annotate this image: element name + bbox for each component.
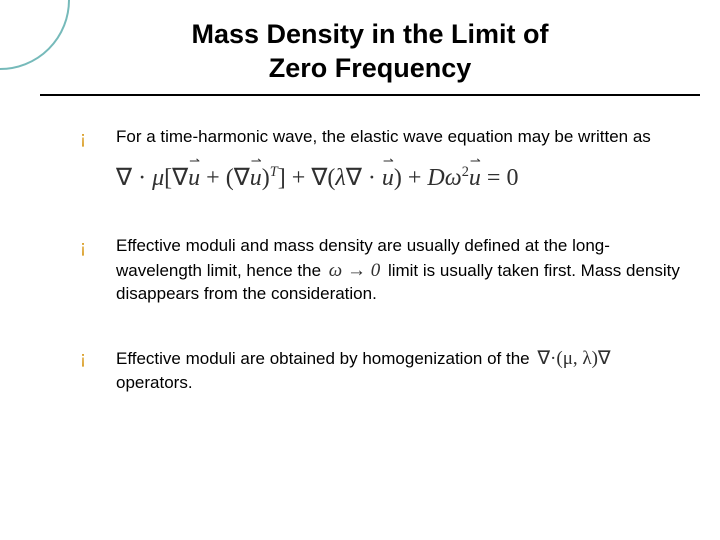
bullet-list: For a time-harmonic wave, the elastic wa… bbox=[60, 126, 680, 395]
eq-nabla2: ∇ bbox=[172, 165, 188, 191]
eq-mu: μ bbox=[152, 165, 164, 191]
slide: Mass Density in the Limit of Zero Freque… bbox=[0, 0, 720, 540]
title-line-2: Zero Frequency bbox=[269, 53, 472, 83]
eq-u-vec3: ⇀u bbox=[382, 162, 394, 194]
bullet-text-3b: operators. bbox=[116, 373, 193, 392]
bullet-text-3a: Effective moduli are obtained by homogen… bbox=[116, 349, 534, 368]
eq-rbracket: ] bbox=[278, 165, 286, 191]
eq-rpar2: ) bbox=[394, 165, 402, 191]
eq-u-vec4: ⇀u bbox=[469, 162, 481, 194]
bullet-item-1: For a time-harmonic wave, the elastic wa… bbox=[80, 126, 680, 195]
elastic-wave-equation: ∇ · μ[∇⇀u + (∇⇀u)T] + ∇(λ∇ · ⇀u) + Dω2⇀u… bbox=[116, 162, 680, 194]
decorative-circle bbox=[0, 0, 70, 70]
eq-plus2: + bbox=[292, 165, 306, 191]
bullet-item-3: Effective moduli are obtained by homogen… bbox=[80, 346, 680, 395]
eq-zero: = 0 bbox=[487, 165, 519, 191]
omega-limit-inline: ω → 0 bbox=[326, 260, 383, 281]
eq-lpar: ( bbox=[226, 165, 234, 191]
eq-nabla5: ∇ bbox=[346, 165, 362, 191]
eq-plus: + bbox=[206, 165, 220, 191]
slide-title: Mass Density in the Limit of Zero Freque… bbox=[91, 18, 649, 86]
eq-omega-limit: ω → 0 bbox=[329, 260, 380, 281]
operator-inline: ∇·(μ, λ)∇ bbox=[534, 348, 613, 369]
title-line-1: Mass Density in the Limit of bbox=[191, 19, 548, 49]
bullet-item-2: Effective moduli and mass density are us… bbox=[80, 235, 680, 307]
eq-u-vec: ⇀u bbox=[188, 162, 200, 194]
eq-nabla4: ∇ bbox=[311, 165, 327, 191]
eq-T: T bbox=[270, 164, 278, 180]
eq-sq: 2 bbox=[462, 164, 469, 180]
bullet-text-1: For a time-harmonic wave, the elastic wa… bbox=[116, 127, 651, 146]
eq-omega: ω bbox=[445, 165, 462, 191]
eq-nabla: ∇ bbox=[116, 165, 132, 191]
eq-lambda: λ bbox=[335, 165, 345, 191]
eq-rpar: ) bbox=[262, 165, 270, 191]
eq-dot2: · bbox=[368, 165, 376, 191]
eq-plus3: + bbox=[408, 165, 422, 191]
title-underline bbox=[40, 94, 700, 96]
eq-nabla3: ∇ bbox=[234, 165, 250, 191]
eq-u-vec2: ⇀u bbox=[250, 162, 262, 194]
eq-lbracket: [ bbox=[164, 165, 172, 191]
eq-dot: · bbox=[138, 165, 146, 191]
eq-D: D bbox=[427, 165, 444, 191]
